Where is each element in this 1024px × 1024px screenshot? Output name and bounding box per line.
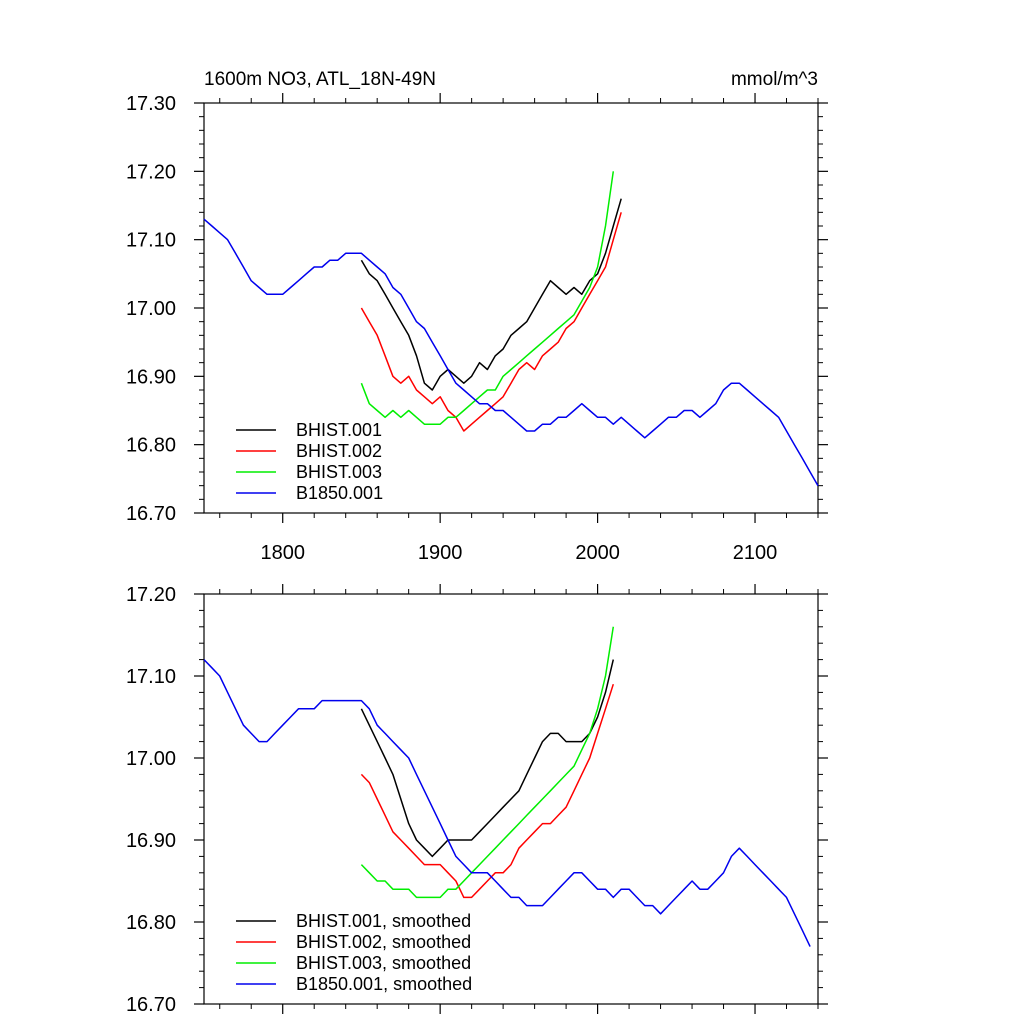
legend-label: BHIST.001 [296, 420, 382, 440]
y-tick-label: 17.20 [126, 584, 176, 606]
x-tick-label: 2000 [575, 542, 620, 564]
y-tick-label: 17.00 [126, 748, 176, 770]
y-tick-label: 17.10 [126, 666, 176, 688]
legend-label: B1850.001 [296, 483, 383, 503]
series-line-b1850-001 [203, 218, 819, 487]
x-tick-label: 1800 [260, 542, 305, 564]
legend-label: BHIST.002, smoothed [296, 932, 471, 952]
series-line-b1850-001 [203, 659, 811, 947]
y-tick-label: 16.70 [126, 994, 176, 1016]
series-line-bhist-003 [360, 626, 615, 899]
y-tick-label: 16.70 [126, 503, 176, 525]
legend-label: BHIST.003 [296, 462, 382, 482]
top-panel: 1600m NO3, ATL_18N-49N mmol/m^3 16.70 16.… [126, 69, 828, 564]
legend-label: BHIST.001, smoothed [296, 911, 471, 931]
legend-label: B1850.001, smoothed [296, 974, 472, 994]
x-tick-label: 2100 [733, 542, 778, 564]
series-line-bhist-001 [360, 198, 622, 391]
top-panel-units: mmol/m^3 [731, 69, 818, 90]
y-tick-label: 16.90 [126, 366, 176, 388]
y-tick-label: 16.80 [126, 435, 176, 457]
y-tick-label: 17.00 [126, 298, 176, 320]
x-tick-label: 1900 [418, 542, 463, 564]
y-tick-label: 17.30 [126, 93, 176, 115]
y-tick-label: 17.10 [126, 230, 176, 252]
series-line-bhist-003 [360, 171, 615, 425]
series-line-bhist-002 [360, 683, 615, 899]
y-tick-label: 16.80 [126, 912, 176, 934]
y-tick-label: 17.20 [126, 161, 176, 183]
y-tick-label: 16.90 [126, 830, 176, 852]
bottom-panel: 16.70 16.80 16.90 17.00 17.10 17.20 BHIST.001,… [126, 584, 828, 1016]
top-panel-title: 1600m NO3, ATL_18N-49N [204, 69, 436, 90]
bottom-panel-frame [203, 593, 819, 1005]
legend-label: BHIST.003, smoothed [296, 953, 471, 973]
legend-label: BHIST.002 [296, 441, 382, 461]
series-line-bhist-001 [360, 659, 615, 858]
